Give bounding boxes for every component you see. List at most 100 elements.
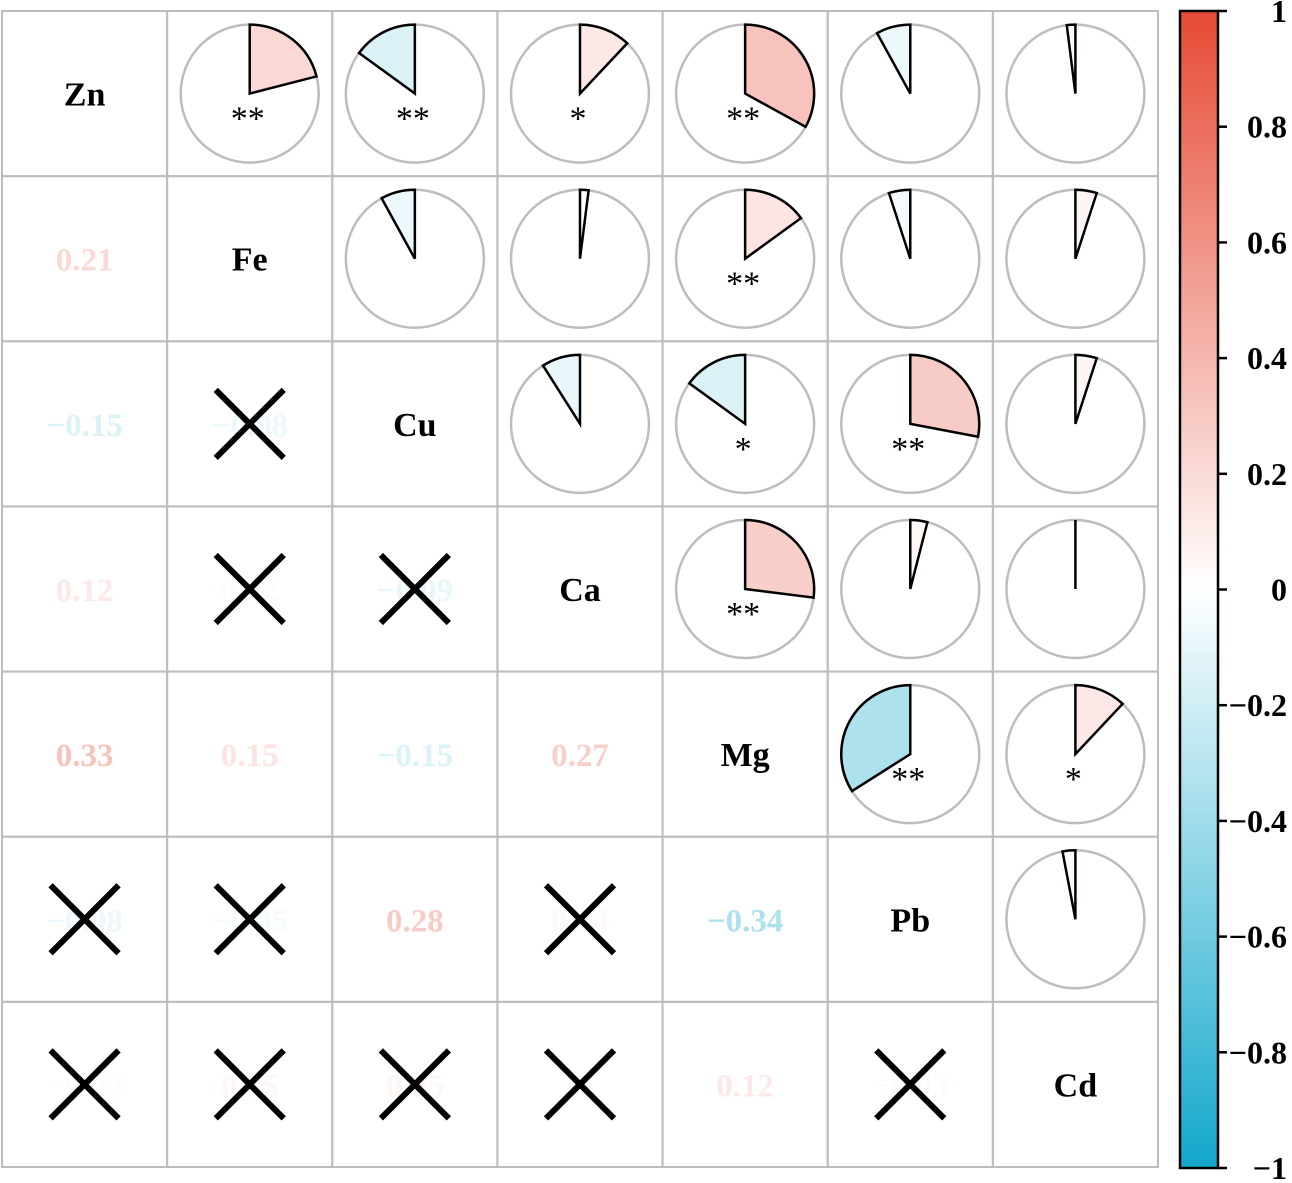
colorbar-tick-label: −0.6 xyxy=(1229,919,1287,955)
pie-cell-zn-cu: ** xyxy=(344,23,486,164)
pie-cell-zn-ca: * xyxy=(509,23,651,164)
coefficient-label: 0.12 xyxy=(56,573,114,609)
coef-cell-cd-zn: −0.02 xyxy=(46,1048,123,1121)
pie-cell-fe-cu xyxy=(344,188,486,329)
pie-slice xyxy=(357,23,417,97)
pie-slice xyxy=(1061,849,1077,920)
pie-cell-cu-ca xyxy=(509,353,651,495)
coef-cell-mg-zn: 0.33 xyxy=(56,738,114,774)
pie-slice xyxy=(1065,23,1077,94)
significance-mark: ** xyxy=(726,266,760,303)
colorbar-tick-label: −0.4 xyxy=(1229,803,1287,839)
pie-slice xyxy=(743,23,816,129)
pie-cell-zn-cd xyxy=(1005,23,1146,164)
pie-slice xyxy=(1074,683,1125,758)
significance-mark: ** xyxy=(396,101,430,138)
coef-cell-cu-fe: −0.08 xyxy=(211,387,288,460)
colorbar-legend: 1 0.8 0.6 0.4 0.2 0 −0.2 −0.4 −0.6 −0.8 −1 xyxy=(1178,0,1287,1183)
variable-label: Ca xyxy=(559,572,601,609)
pie-slice xyxy=(379,188,417,260)
coef-cell-pb-ca: 0.04 xyxy=(543,883,617,956)
pie-slice xyxy=(875,23,912,95)
significance-mark: ** xyxy=(231,101,265,138)
matrix-grid xyxy=(1,10,1159,1168)
pie-cell-cu-pb: ** xyxy=(840,353,981,495)
pie-cell-cu-cd xyxy=(1005,353,1146,495)
nonsignificant-cross xyxy=(48,883,121,956)
pie-cell-ca-cd xyxy=(1005,518,1146,660)
variable-label: Fe xyxy=(232,242,268,279)
pie-cell-zn-fe: ** xyxy=(179,23,320,164)
coefficient-label: −0.15 xyxy=(46,408,123,444)
coefficient-label: −0.34 xyxy=(707,903,784,939)
coef-cell-mg-fe: 0.15 xyxy=(221,738,279,774)
colorbar-gradient xyxy=(1178,9,1220,1170)
coef-cell-cd-fe: 0.05 xyxy=(213,1048,286,1121)
colorbar-tick-label: −0.2 xyxy=(1229,687,1287,723)
pie-slice xyxy=(541,353,582,429)
pie-slice xyxy=(687,353,747,427)
coefficient-label: 0.12 xyxy=(716,1068,774,1104)
nonsignificant-cross xyxy=(543,883,617,956)
nonsignificant-cross xyxy=(874,1048,947,1121)
significance-mark: * xyxy=(569,101,586,138)
nonsignificant-cross xyxy=(213,883,286,956)
pie-slice xyxy=(909,353,981,439)
colorbar-tick-label: 0 xyxy=(1271,572,1287,608)
pie-cell-ca-mg: ** xyxy=(674,518,816,660)
pie-slice xyxy=(248,23,319,96)
colorbar-tick-label: −0.8 xyxy=(1229,1034,1287,1070)
pie-cell-pb-cd xyxy=(1005,849,1146,990)
nonsignificant-cross xyxy=(543,1048,617,1121)
colorbar-tick-label: 0.6 xyxy=(1247,224,1287,260)
pie-cell-mg-pb: ** xyxy=(840,683,981,825)
variable-label: Cd xyxy=(1054,1067,1098,1104)
coefficient-label: 0.33 xyxy=(56,738,114,774)
coef-cell-pb-mg: −0.34 xyxy=(707,903,784,939)
pie-slice xyxy=(840,683,912,793)
coefficient-label: 0.15 xyxy=(221,738,279,774)
coef-cell-ca-fe: 0.02 xyxy=(213,552,286,626)
coef-cell-cd-ca: 0.00 xyxy=(543,1048,617,1121)
pie-slice xyxy=(909,518,929,590)
grid-cell xyxy=(991,1000,1159,1168)
significance-mark: ** xyxy=(726,596,760,633)
pie-cell-mg-cd: * xyxy=(1005,683,1146,825)
pie-cell-fe-cd xyxy=(1005,188,1146,329)
significance-mark: ** xyxy=(726,101,760,138)
variable-label: Zn xyxy=(64,77,106,114)
colorbar-tick-label: 1 xyxy=(1271,0,1287,29)
pie-slice xyxy=(743,518,816,600)
pie-cell-cu-mg: * xyxy=(674,353,816,495)
colorbar-tick-label: −1 xyxy=(1253,1150,1287,1183)
pie-cell-zn-pb xyxy=(840,23,981,164)
pie-slice xyxy=(578,23,629,97)
coefficient-label: 0.21 xyxy=(56,243,114,279)
pie-slice xyxy=(887,188,912,260)
pie-slice xyxy=(1074,353,1099,425)
coefficient-label: 0.28 xyxy=(386,903,444,939)
pie-cell-fe-ca xyxy=(509,188,651,329)
pie-slice xyxy=(743,188,803,262)
coefficient-label: −0.15 xyxy=(377,738,454,774)
coef-cell-cd-mg: 0.12 xyxy=(716,1068,774,1104)
coef-cell-pb-fe: −0.05 xyxy=(211,883,288,956)
pie-slice xyxy=(1074,188,1099,260)
coef-cell-mg-cu: −0.15 xyxy=(377,738,454,774)
coef-cell-cu-zn: −0.15 xyxy=(46,408,123,444)
significance-mark: * xyxy=(735,431,752,468)
coefficient-label: 0.27 xyxy=(551,738,609,774)
significance-mark: ** xyxy=(891,431,925,468)
significance-mark: * xyxy=(1065,761,1082,798)
nonsignificant-cross xyxy=(213,1048,286,1121)
significance-mark: ** xyxy=(891,761,925,798)
coef-cell-pb-cu: 0.28 xyxy=(386,903,444,939)
pie-cell-fe-mg: ** xyxy=(674,188,816,329)
colorbar-tick-label: 0.8 xyxy=(1247,109,1287,145)
nonsignificant-cross xyxy=(48,1048,121,1121)
coef-cell-fe-zn: 0.21 xyxy=(56,243,114,279)
nonsignificant-cross xyxy=(378,552,451,626)
coef-cell-pb-zn: −0.08 xyxy=(46,883,123,956)
coef-cell-mg-ca: 0.27 xyxy=(551,738,609,774)
nonsignificant-cross xyxy=(213,552,286,626)
